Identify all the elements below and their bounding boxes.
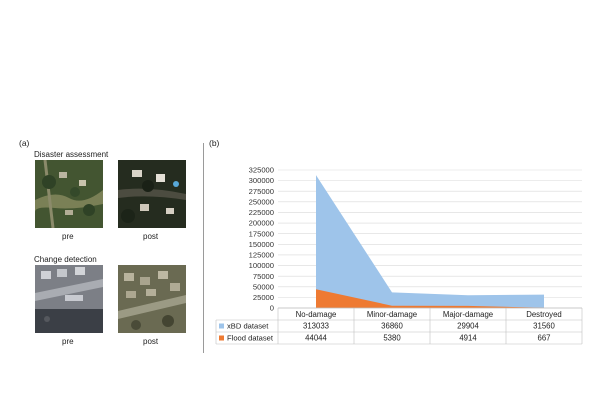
y-tick-label: 75000 <box>253 272 274 281</box>
change-pre-caption: pre <box>62 337 74 346</box>
disaster-assessment-title: Disaster assessment <box>34 150 109 159</box>
x-tick-label: Destroyed <box>526 310 562 319</box>
y-tick-label: 0 <box>270 304 274 313</box>
legend-swatch <box>219 323 224 329</box>
change-post-image <box>118 265 186 333</box>
x-tick-label: Major-damage <box>443 310 493 319</box>
panel-divider <box>203 143 204 353</box>
data-label: 31560 <box>533 322 555 331</box>
y-tick-label: 25000 <box>253 293 274 302</box>
x-tick-label: No-damage <box>296 310 337 319</box>
y-tick-label: 50000 <box>253 282 274 291</box>
y-tick-label: 250000 <box>249 197 274 206</box>
y-tick-label: 150000 <box>249 240 274 249</box>
y-tick-label: 325000 <box>249 166 274 175</box>
area-series-flood <box>316 289 544 308</box>
area-series-xbd <box>316 175 544 308</box>
legend-swatch <box>219 335 224 341</box>
change-pre-image <box>35 265 103 333</box>
y-tick-label: 175000 <box>249 229 274 238</box>
disaster-post-caption: post <box>143 232 159 241</box>
data-label: 29904 <box>457 322 479 331</box>
legend-entry: Flood dataset <box>227 334 274 343</box>
change-post-caption: post <box>143 337 159 346</box>
disaster-pre-image <box>35 160 103 228</box>
y-tick-label: 275000 <box>249 187 274 196</box>
y-tick-label: 100000 <box>249 261 274 270</box>
change-detection-title: Change detection <box>34 255 97 264</box>
panel-a-label: (a) <box>19 138 30 148</box>
y-tick-label: 200000 <box>249 219 274 228</box>
data-label: 667 <box>537 334 550 343</box>
data-label: 44044 <box>305 334 327 343</box>
data-label: 5380 <box>383 334 401 343</box>
y-tick-label: 300000 <box>249 176 274 185</box>
x-tick-label: Minor-damage <box>367 310 417 319</box>
disaster-pre-caption: pre <box>62 232 74 241</box>
disaster-post-image <box>118 160 186 228</box>
y-tick-label: 225000 <box>249 208 274 217</box>
y-tick-label: 125000 <box>249 251 274 260</box>
panel-b-label: (b) <box>209 138 220 148</box>
data-label: 313033 <box>303 322 329 331</box>
data-label: 4914 <box>459 334 477 343</box>
data-label: 36860 <box>381 322 403 331</box>
legend-entry: xBD dataset <box>227 322 269 331</box>
